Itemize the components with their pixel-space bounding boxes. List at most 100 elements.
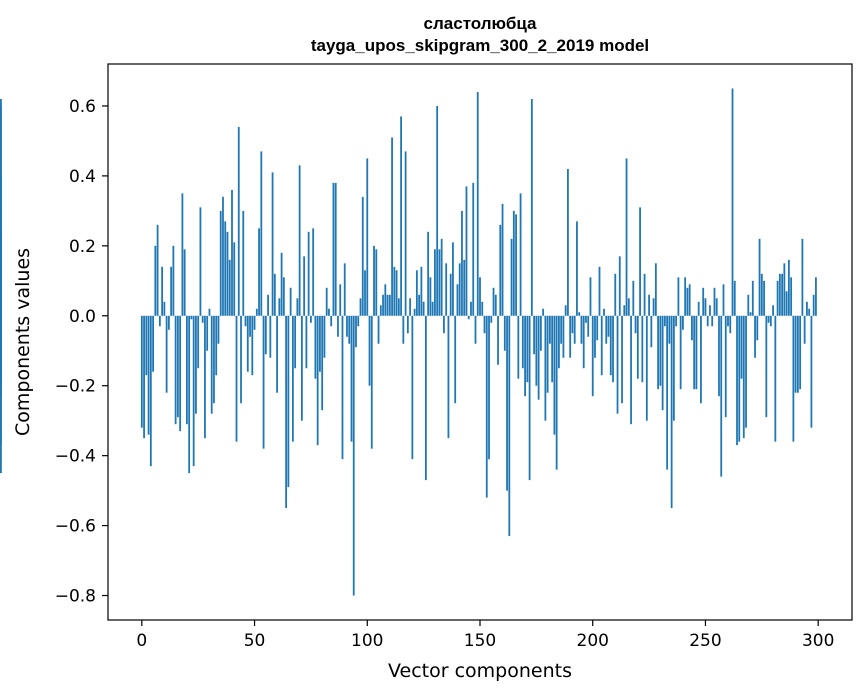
bar bbox=[663, 315, 666, 327]
bar bbox=[643, 273, 646, 316]
bar bbox=[276, 315, 278, 393]
bar bbox=[253, 315, 256, 330]
bar bbox=[627, 298, 630, 316]
bar bbox=[325, 287, 328, 316]
bar bbox=[564, 305, 567, 316]
bar bbox=[521, 315, 524, 369]
bar bbox=[422, 301, 425, 316]
bar bbox=[413, 308, 416, 316]
bar bbox=[472, 182, 475, 316]
bar bbox=[616, 315, 619, 414]
bar bbox=[186, 315, 188, 425]
bar bbox=[172, 245, 175, 316]
x-tick-label: 300 bbox=[802, 631, 834, 651]
bar bbox=[434, 249, 436, 316]
bar bbox=[452, 242, 454, 316]
bar bbox=[350, 315, 353, 442]
bar bbox=[328, 308, 330, 316]
y-tick-label: −0.2 bbox=[55, 377, 96, 397]
bar bbox=[348, 315, 351, 344]
bar bbox=[465, 186, 468, 316]
bar bbox=[587, 315, 590, 337]
bar bbox=[179, 315, 182, 432]
bar bbox=[720, 315, 723, 477]
bar bbox=[623, 305, 626, 316]
bar bbox=[485, 315, 488, 498]
bar bbox=[395, 270, 398, 316]
bar bbox=[355, 315, 357, 348]
bar bbox=[494, 294, 497, 316]
bar bbox=[679, 315, 682, 390]
bar bbox=[303, 256, 306, 316]
bar bbox=[666, 315, 669, 470]
bar bbox=[269, 315, 272, 358]
bar bbox=[332, 182, 335, 316]
bar bbox=[242, 210, 245, 316]
bar bbox=[806, 301, 808, 316]
bar bbox=[204, 315, 206, 439]
bar bbox=[424, 315, 427, 481]
bar bbox=[404, 151, 407, 316]
bar bbox=[749, 312, 752, 316]
bar bbox=[657, 315, 660, 390]
bar bbox=[152, 315, 154, 372]
bar bbox=[709, 305, 711, 316]
bar bbox=[539, 315, 542, 351]
bar bbox=[778, 273, 781, 316]
bar bbox=[163, 301, 166, 316]
bar bbox=[684, 277, 687, 316]
chart-subtitle: tayga_upos_skipgram_300_2_2019 model bbox=[311, 36, 649, 55]
bar bbox=[715, 298, 718, 316]
bar bbox=[379, 305, 382, 316]
x-tick-label: 150 bbox=[464, 631, 496, 651]
y-tick-label: −0.4 bbox=[55, 447, 96, 467]
bar bbox=[397, 298, 400, 316]
bar bbox=[314, 315, 317, 379]
bar bbox=[654, 263, 657, 316]
y-axis-label: Components values bbox=[12, 248, 34, 436]
bar bbox=[289, 287, 292, 316]
bar bbox=[0, 315, 2, 386]
bar bbox=[585, 315, 587, 323]
bar bbox=[794, 315, 797, 393]
bar bbox=[551, 315, 554, 383]
bar bbox=[704, 298, 707, 316]
bar bbox=[307, 231, 310, 316]
x-tick-label: 250 bbox=[689, 631, 721, 651]
x-tick-label: 50 bbox=[244, 631, 266, 651]
bar bbox=[391, 137, 393, 316]
bar bbox=[808, 308, 811, 316]
bar bbox=[573, 315, 576, 344]
bar bbox=[530, 98, 533, 316]
bar bbox=[287, 315, 290, 488]
bar bbox=[776, 280, 779, 316]
bar bbox=[682, 315, 684, 330]
bar bbox=[490, 315, 493, 323]
bar bbox=[370, 315, 373, 449]
bar bbox=[754, 315, 756, 358]
bar bbox=[785, 291, 788, 316]
bar bbox=[542, 308, 545, 316]
bar bbox=[479, 277, 481, 316]
bar bbox=[751, 280, 754, 316]
bar bbox=[636, 315, 639, 379]
bar bbox=[668, 315, 671, 344]
bar bbox=[533, 315, 536, 355]
bar bbox=[596, 315, 599, 341]
bar bbox=[386, 294, 389, 316]
bar bbox=[594, 315, 596, 358]
bar bbox=[447, 315, 450, 439]
bar bbox=[429, 277, 432, 316]
bar bbox=[686, 287, 689, 316]
bar bbox=[449, 273, 452, 316]
bar bbox=[140, 315, 143, 428]
bar bbox=[402, 315, 405, 344]
bar bbox=[558, 315, 560, 369]
bar bbox=[262, 315, 265, 449]
bar bbox=[691, 315, 693, 341]
bar bbox=[758, 238, 761, 316]
bar bbox=[506, 315, 508, 491]
bar bbox=[244, 315, 247, 327]
bar bbox=[415, 270, 418, 316]
